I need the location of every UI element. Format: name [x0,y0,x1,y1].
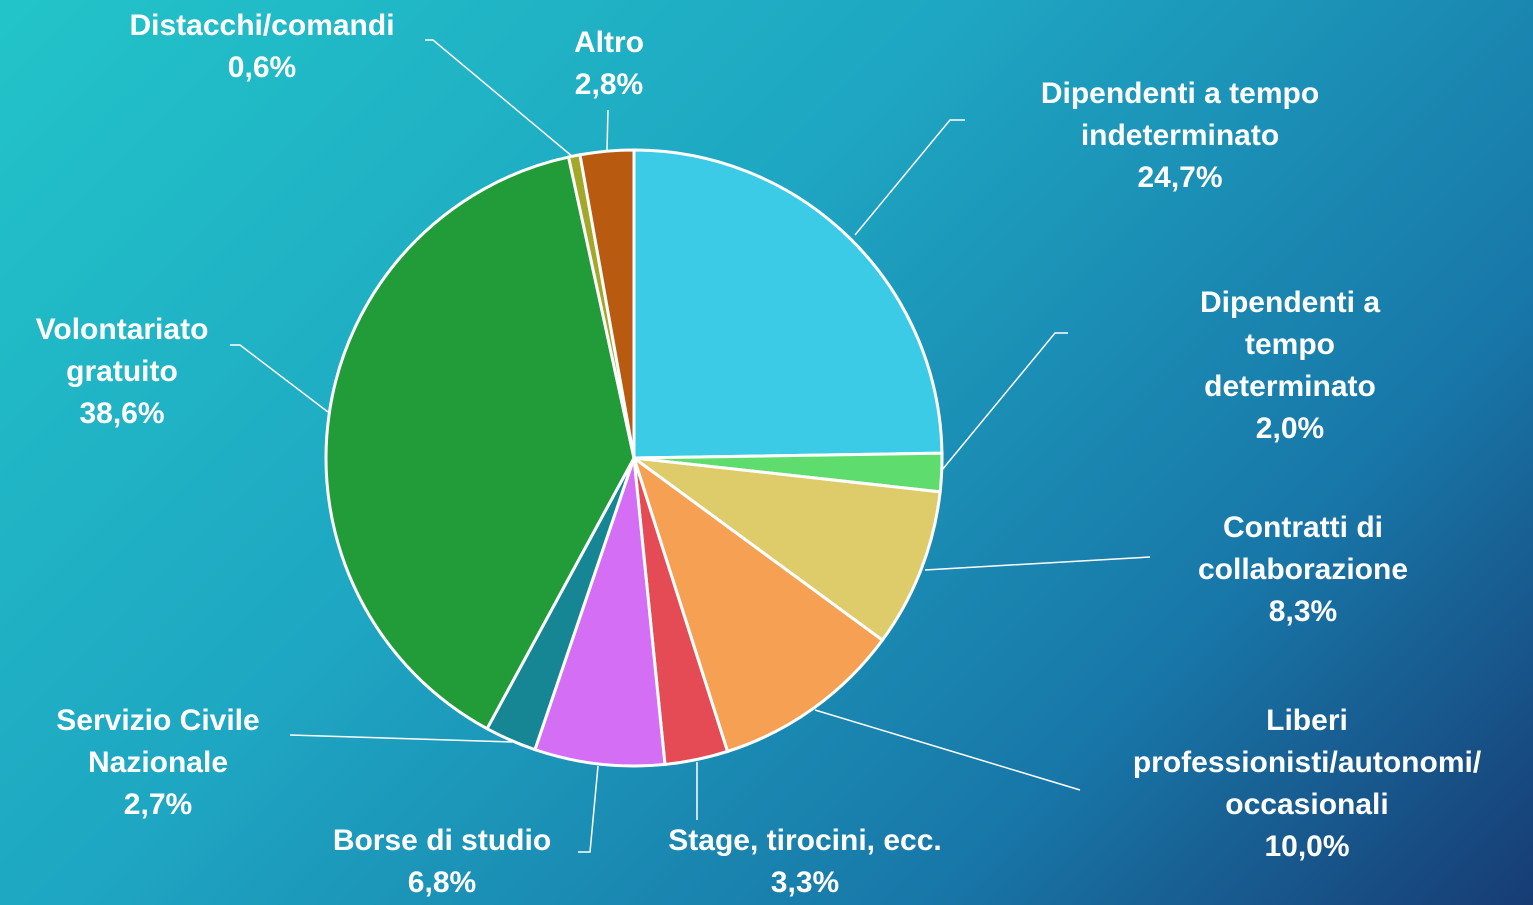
pie-slice [533,457,667,768]
category-label: Servizio Civile Nazionale [56,704,260,779]
value-label: 2,0% [1255,412,1325,445]
pie-slice [628,455,942,643]
leader-line [924,556,1151,571]
slice-label: Dipendenti a tempo determinato 2,0% [1169,282,1412,450]
leader-line [289,734,513,743]
value-label: 10,0% [1264,830,1350,863]
slice-label: Servizio Civile Nazionale 2,7% [56,700,259,826]
category-label: Liberi professionisti/autonomi/ occasion… [1132,704,1482,821]
value-label: 6,8% [407,866,477,899]
pie-slice [324,155,636,731]
category-label: Dipendenti a tempo determinato [1199,286,1380,403]
slice-label: Altro 2,8% [574,22,644,106]
value-label: 3,3% [770,866,840,899]
category-label: Altro [574,26,644,59]
category-label: Stage, tirocini, ecc. [668,824,942,857]
pie-slice [578,148,636,459]
leader-line [230,344,329,413]
category-label: Volontariato gratuito [35,313,209,388]
pie-slice [631,454,885,754]
value-label: 2,8% [574,68,644,101]
leader-line [941,332,1068,471]
leader-line [814,709,1081,791]
leader-line [606,109,609,151]
category-label: Borse di studio [332,824,552,857]
slice-label: Liberi professionisti/autonomi/ occasion… [1133,700,1481,868]
slice-label: Distacchi/comandi 0,6% [129,5,394,89]
value-label: 0,6% [227,51,297,84]
pie-slice [632,148,944,460]
value-label: 2,7% [123,788,193,821]
category-label: Contratti di collaborazione [1197,511,1409,586]
category-label: Distacchi/comandi [129,9,395,42]
leader-line [425,39,574,158]
leader-line [854,119,965,236]
slice-label: Contratti di collaborazione 8,3% [1198,507,1408,633]
value-label: 38,6% [79,397,165,430]
leader-line [578,765,599,853]
value-label: 8,3% [1268,595,1338,628]
slice-label: Borse di studio 6,8% [333,820,551,904]
slice-label: Volontariato gratuito 38,6% [36,309,209,435]
category-label: Dipendenti a tempo indeterminato [1040,77,1320,152]
slice-label: Dipendenti a tempo indeterminato 24,7% [1041,73,1319,199]
value-label: 24,7% [1137,161,1223,194]
slice-label: Stage, tirocini, ecc. 3,3% [668,820,941,904]
